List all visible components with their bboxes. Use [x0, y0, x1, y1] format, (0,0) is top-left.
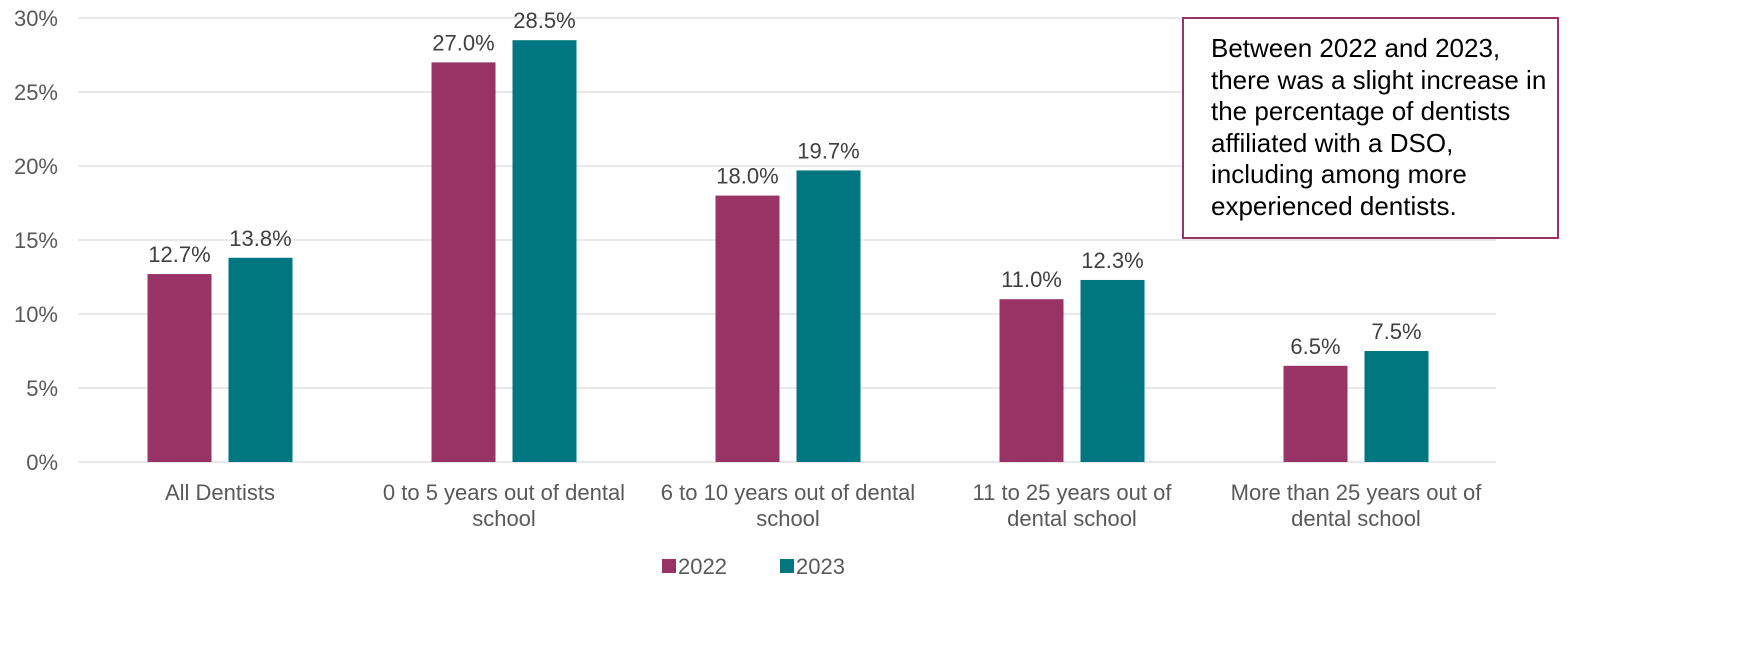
bar-2022-1	[147, 274, 212, 462]
data-label: 11.0%	[1001, 267, 1062, 292]
y-tick-label: 5%	[26, 376, 58, 401]
data-label: 12.7%	[148, 242, 210, 267]
bar-2023-5	[1364, 351, 1429, 462]
data-label: 7.5%	[1371, 319, 1421, 344]
y-tick-label: 0%	[26, 450, 58, 475]
y-tick-label: 30%	[14, 6, 58, 31]
data-label: 27.0%	[432, 30, 494, 55]
y-tick-label: 15%	[14, 228, 58, 253]
data-label: 19.7%	[797, 138, 859, 163]
data-label: 13.8%	[229, 226, 291, 251]
category-label: 0 to 5 years out of dental school	[383, 480, 625, 531]
y-tick-label: 20%	[14, 154, 58, 179]
bar-2023-3	[796, 170, 861, 462]
data-label: 18.0%	[716, 164, 778, 189]
bar-2022-4	[999, 299, 1064, 462]
legend-label-2023: 2023	[796, 554, 845, 579]
data-label: 12.3%	[1081, 248, 1143, 273]
data-label: 6.5%	[1290, 334, 1340, 359]
y-tick-label: 25%	[14, 80, 58, 105]
legend-label-2022: 2022	[678, 554, 727, 579]
category-label: All Dentists	[165, 480, 275, 505]
legend-swatch-2022	[662, 559, 676, 573]
bar-2022-3	[715, 195, 780, 462]
data-label: 28.5%	[513, 8, 575, 33]
bar-2022-5	[1283, 365, 1348, 462]
bar-2023-2	[512, 40, 577, 462]
bar-2022-2	[431, 62, 496, 463]
legend-swatch-2023	[780, 559, 794, 573]
category-label: More than 25 years out of dental school	[1231, 480, 1483, 531]
bar-2023-1	[228, 257, 293, 462]
annotation-callout: Between 2022 and 2023, there was a sligh…	[1182, 17, 1559, 239]
bar-2023-4	[1080, 279, 1145, 462]
y-tick-label: 10%	[14, 302, 58, 327]
category-label: 6 to 10 years out of dental school	[661, 480, 915, 531]
category-label: 11 to 25 years out of dental school	[973, 480, 1173, 531]
